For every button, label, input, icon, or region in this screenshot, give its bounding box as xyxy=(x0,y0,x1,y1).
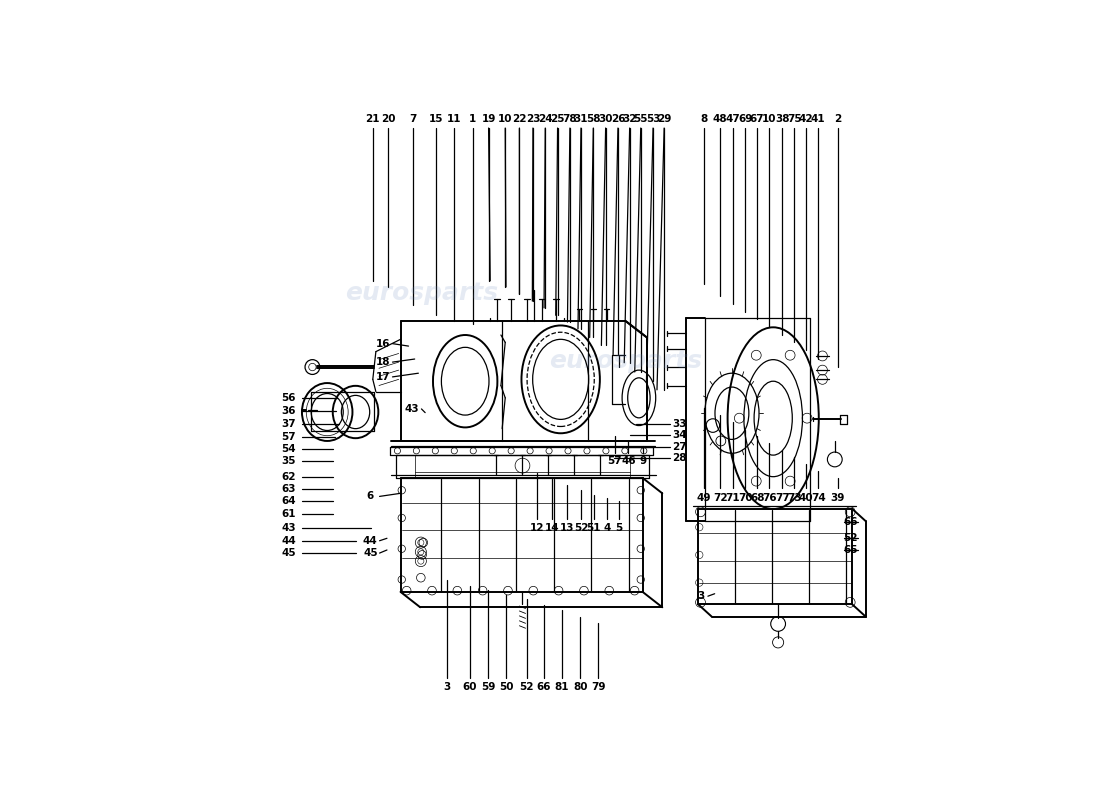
Text: 54: 54 xyxy=(282,444,296,454)
Text: 59: 59 xyxy=(481,682,495,692)
Text: 13: 13 xyxy=(560,523,574,534)
Text: 19: 19 xyxy=(482,114,496,124)
Text: 62: 62 xyxy=(282,472,296,482)
Text: 33: 33 xyxy=(672,418,686,429)
Text: 42: 42 xyxy=(799,114,813,124)
Text: 75: 75 xyxy=(786,114,802,124)
Text: eurosparts: eurosparts xyxy=(549,349,702,373)
Text: 45: 45 xyxy=(363,548,377,558)
Text: 18: 18 xyxy=(376,357,390,367)
Text: 37: 37 xyxy=(282,419,296,430)
Text: 4: 4 xyxy=(603,523,611,534)
Text: 52: 52 xyxy=(519,682,534,692)
Text: 17: 17 xyxy=(376,372,390,382)
Text: 24: 24 xyxy=(538,114,552,124)
Text: 12: 12 xyxy=(529,523,543,534)
Text: 26: 26 xyxy=(610,114,625,124)
Text: 28: 28 xyxy=(672,454,686,463)
Text: 69: 69 xyxy=(738,114,752,124)
Text: 5: 5 xyxy=(616,523,623,534)
Text: 44: 44 xyxy=(363,536,377,546)
Text: 52: 52 xyxy=(843,533,857,542)
Text: 44: 44 xyxy=(280,536,296,546)
Text: 56: 56 xyxy=(282,393,296,403)
Text: 77: 77 xyxy=(776,493,790,502)
Text: 78: 78 xyxy=(562,114,578,124)
Text: 67: 67 xyxy=(750,114,764,124)
Text: 21: 21 xyxy=(365,114,380,124)
Text: 11: 11 xyxy=(447,114,461,124)
Text: 3: 3 xyxy=(697,591,704,601)
Text: 32: 32 xyxy=(623,114,637,124)
Text: 57: 57 xyxy=(607,456,623,466)
Text: 48: 48 xyxy=(713,114,727,124)
Text: 58: 58 xyxy=(586,114,601,124)
Text: 16: 16 xyxy=(376,338,390,349)
Text: 63: 63 xyxy=(282,484,296,494)
Text: 15: 15 xyxy=(428,114,443,124)
Text: 10: 10 xyxy=(498,114,513,124)
Text: 68: 68 xyxy=(750,493,764,502)
Text: 1: 1 xyxy=(469,114,476,124)
Text: 7: 7 xyxy=(409,114,417,124)
Text: 74: 74 xyxy=(811,493,825,502)
Text: 39: 39 xyxy=(830,493,845,502)
Text: 64: 64 xyxy=(282,496,296,506)
Text: 27: 27 xyxy=(672,442,686,452)
Text: 51: 51 xyxy=(586,523,602,534)
Text: 31: 31 xyxy=(574,114,589,124)
Text: 14: 14 xyxy=(544,523,560,534)
Text: 29: 29 xyxy=(657,114,671,124)
Text: 55: 55 xyxy=(634,114,648,124)
Text: 8: 8 xyxy=(701,114,707,124)
Text: 81: 81 xyxy=(554,682,569,692)
Text: 73: 73 xyxy=(786,493,802,502)
Text: 35: 35 xyxy=(282,456,296,466)
Text: 52: 52 xyxy=(574,523,589,534)
Text: 45: 45 xyxy=(282,548,296,558)
Text: 43: 43 xyxy=(405,404,419,414)
Text: 30: 30 xyxy=(598,114,613,124)
Text: 2: 2 xyxy=(834,114,842,124)
Text: 43: 43 xyxy=(282,523,296,534)
Text: 57: 57 xyxy=(282,432,296,442)
Text: 72: 72 xyxy=(713,493,727,502)
Text: eurosparts: eurosparts xyxy=(345,281,498,305)
Text: 36: 36 xyxy=(282,406,296,416)
Text: 47: 47 xyxy=(725,114,740,124)
Text: 23: 23 xyxy=(526,114,540,124)
Text: 50: 50 xyxy=(499,682,514,692)
Text: 66: 66 xyxy=(537,682,551,692)
Text: 6: 6 xyxy=(366,491,374,502)
Text: 71: 71 xyxy=(725,493,740,502)
Text: 70: 70 xyxy=(738,493,752,502)
Text: 80: 80 xyxy=(573,682,587,692)
Text: 3: 3 xyxy=(443,682,450,692)
Text: 61: 61 xyxy=(282,509,296,518)
Text: 38: 38 xyxy=(776,114,790,124)
Text: 10: 10 xyxy=(762,114,777,124)
Text: 46: 46 xyxy=(621,456,636,466)
Text: 53: 53 xyxy=(646,114,660,124)
Text: 9: 9 xyxy=(640,456,647,466)
Text: 22: 22 xyxy=(513,114,527,124)
Text: 66: 66 xyxy=(843,518,857,527)
Text: 49: 49 xyxy=(697,493,712,502)
Text: 76: 76 xyxy=(762,493,777,502)
Text: 65: 65 xyxy=(843,545,857,555)
Text: 79: 79 xyxy=(591,682,605,692)
Text: 40: 40 xyxy=(799,493,813,502)
Text: 25: 25 xyxy=(550,114,564,124)
Text: 34: 34 xyxy=(672,430,686,441)
Text: 60: 60 xyxy=(463,682,477,692)
Text: 20: 20 xyxy=(381,114,395,124)
Text: 41: 41 xyxy=(811,114,825,124)
